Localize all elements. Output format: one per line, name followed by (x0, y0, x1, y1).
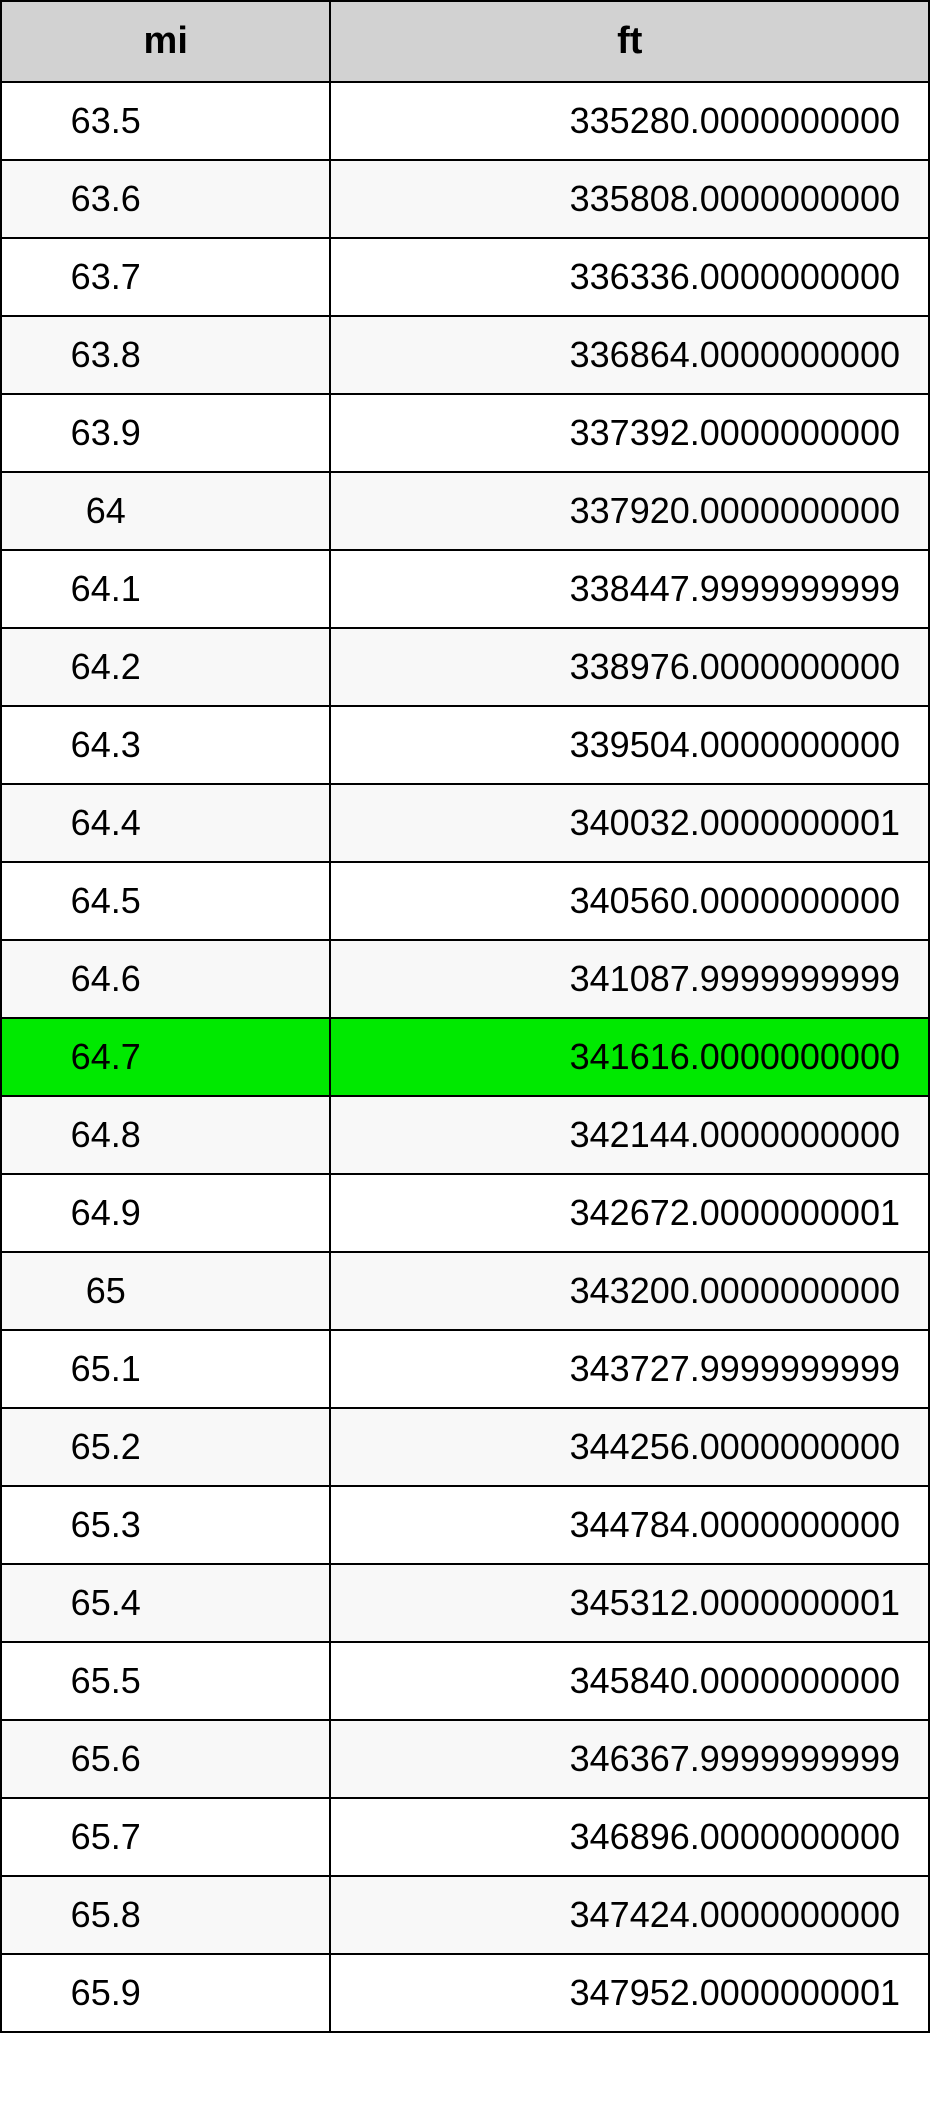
table-row: 65.3344784.0000000000 (1, 1486, 929, 1564)
cell-mi: 65.7 (1, 1798, 330, 1876)
cell-mi: 63.7 (1, 238, 330, 316)
cell-ft: 336336.0000000000 (330, 238, 929, 316)
table-row: 64.1338447.9999999999 (1, 550, 929, 628)
cell-ft: 336864.0000000000 (330, 316, 929, 394)
cell-ft: 343727.9999999999 (330, 1330, 929, 1408)
table-header-row: mi ft (1, 1, 929, 82)
cell-mi: 65.9 (1, 1954, 330, 2032)
cell-mi: 64.6 (1, 940, 330, 1018)
cell-ft: 338976.0000000000 (330, 628, 929, 706)
column-header-mi: mi (1, 1, 330, 82)
cell-mi: 63.8 (1, 316, 330, 394)
table-row: 65.1343727.9999999999 (1, 1330, 929, 1408)
table-row: 65.6346367.9999999999 (1, 1720, 929, 1798)
cell-mi: 65.5 (1, 1642, 330, 1720)
cell-ft: 340032.0000000001 (330, 784, 929, 862)
cell-ft: 335808.0000000000 (330, 160, 929, 238)
cell-mi: 63.6 (1, 160, 330, 238)
table-row: 63.5335280.0000000000 (1, 82, 929, 160)
table-row: 65.2344256.0000000000 (1, 1408, 929, 1486)
cell-mi: 65.4 (1, 1564, 330, 1642)
table-row: 63.6335808.0000000000 (1, 160, 929, 238)
table-row: 63.9337392.0000000000 (1, 394, 929, 472)
cell-mi: 65.6 (1, 1720, 330, 1798)
table-row: 63.8336864.0000000000 (1, 316, 929, 394)
table-row: 64.7341616.0000000000 (1, 1018, 929, 1096)
cell-ft: 343200.0000000000 (330, 1252, 929, 1330)
cell-mi: 63.9 (1, 394, 330, 472)
cell-mi: 64.8 (1, 1096, 330, 1174)
table-row: 65.9347952.0000000001 (1, 1954, 929, 2032)
cell-mi: 65 (1, 1252, 330, 1330)
table-row: 64.2338976.0000000000 (1, 628, 929, 706)
cell-ft: 345840.0000000000 (330, 1642, 929, 1720)
cell-ft: 342672.0000000001 (330, 1174, 929, 1252)
cell-mi: 64.9 (1, 1174, 330, 1252)
table-row: 65.8347424.0000000000 (1, 1876, 929, 1954)
cell-mi: 65.8 (1, 1876, 330, 1954)
cell-ft: 346367.9999999999 (330, 1720, 929, 1798)
cell-ft: 337920.0000000000 (330, 472, 929, 550)
column-header-ft: ft (330, 1, 929, 82)
cell-ft: 341616.0000000000 (330, 1018, 929, 1096)
table-row: 64.6341087.9999999999 (1, 940, 929, 1018)
cell-mi: 64.4 (1, 784, 330, 862)
cell-mi: 65.2 (1, 1408, 330, 1486)
cell-ft: 344784.0000000000 (330, 1486, 929, 1564)
cell-mi: 64 (1, 472, 330, 550)
table-row: 64.8342144.0000000000 (1, 1096, 929, 1174)
cell-mi: 64.2 (1, 628, 330, 706)
table-row: 63.7336336.0000000000 (1, 238, 929, 316)
cell-ft: 340560.0000000000 (330, 862, 929, 940)
table-row: 64.9342672.0000000001 (1, 1174, 929, 1252)
table-row: 64.5340560.0000000000 (1, 862, 929, 940)
cell-mi: 64.1 (1, 550, 330, 628)
table-row: 65.4345312.0000000001 (1, 1564, 929, 1642)
cell-ft: 339504.0000000000 (330, 706, 929, 784)
cell-ft: 344256.0000000000 (330, 1408, 929, 1486)
cell-ft: 342144.0000000000 (330, 1096, 929, 1174)
table-row: 65.7346896.0000000000 (1, 1798, 929, 1876)
cell-ft: 347424.0000000000 (330, 1876, 929, 1954)
table-row: 65343200.0000000000 (1, 1252, 929, 1330)
table-row: 65.5345840.0000000000 (1, 1642, 929, 1720)
cell-ft: 338447.9999999999 (330, 550, 929, 628)
cell-mi: 64.5 (1, 862, 330, 940)
conversion-table: mi ft 63.5335280.000000000063.6335808.00… (0, 0, 930, 2033)
cell-ft: 346896.0000000000 (330, 1798, 929, 1876)
cell-mi: 63.5 (1, 82, 330, 160)
cell-ft: 347952.0000000001 (330, 1954, 929, 2032)
cell-ft: 337392.0000000000 (330, 394, 929, 472)
cell-mi: 65.1 (1, 1330, 330, 1408)
cell-mi: 64.3 (1, 706, 330, 784)
cell-mi: 65.3 (1, 1486, 330, 1564)
table-row: 64.4340032.0000000001 (1, 784, 929, 862)
table-body: 63.5335280.000000000063.6335808.00000000… (1, 82, 929, 2032)
cell-ft: 335280.0000000000 (330, 82, 929, 160)
table-row: 64337920.0000000000 (1, 472, 929, 550)
cell-ft: 345312.0000000001 (330, 1564, 929, 1642)
cell-ft: 341087.9999999999 (330, 940, 929, 1018)
cell-mi: 64.7 (1, 1018, 330, 1096)
table-row: 64.3339504.0000000000 (1, 706, 929, 784)
